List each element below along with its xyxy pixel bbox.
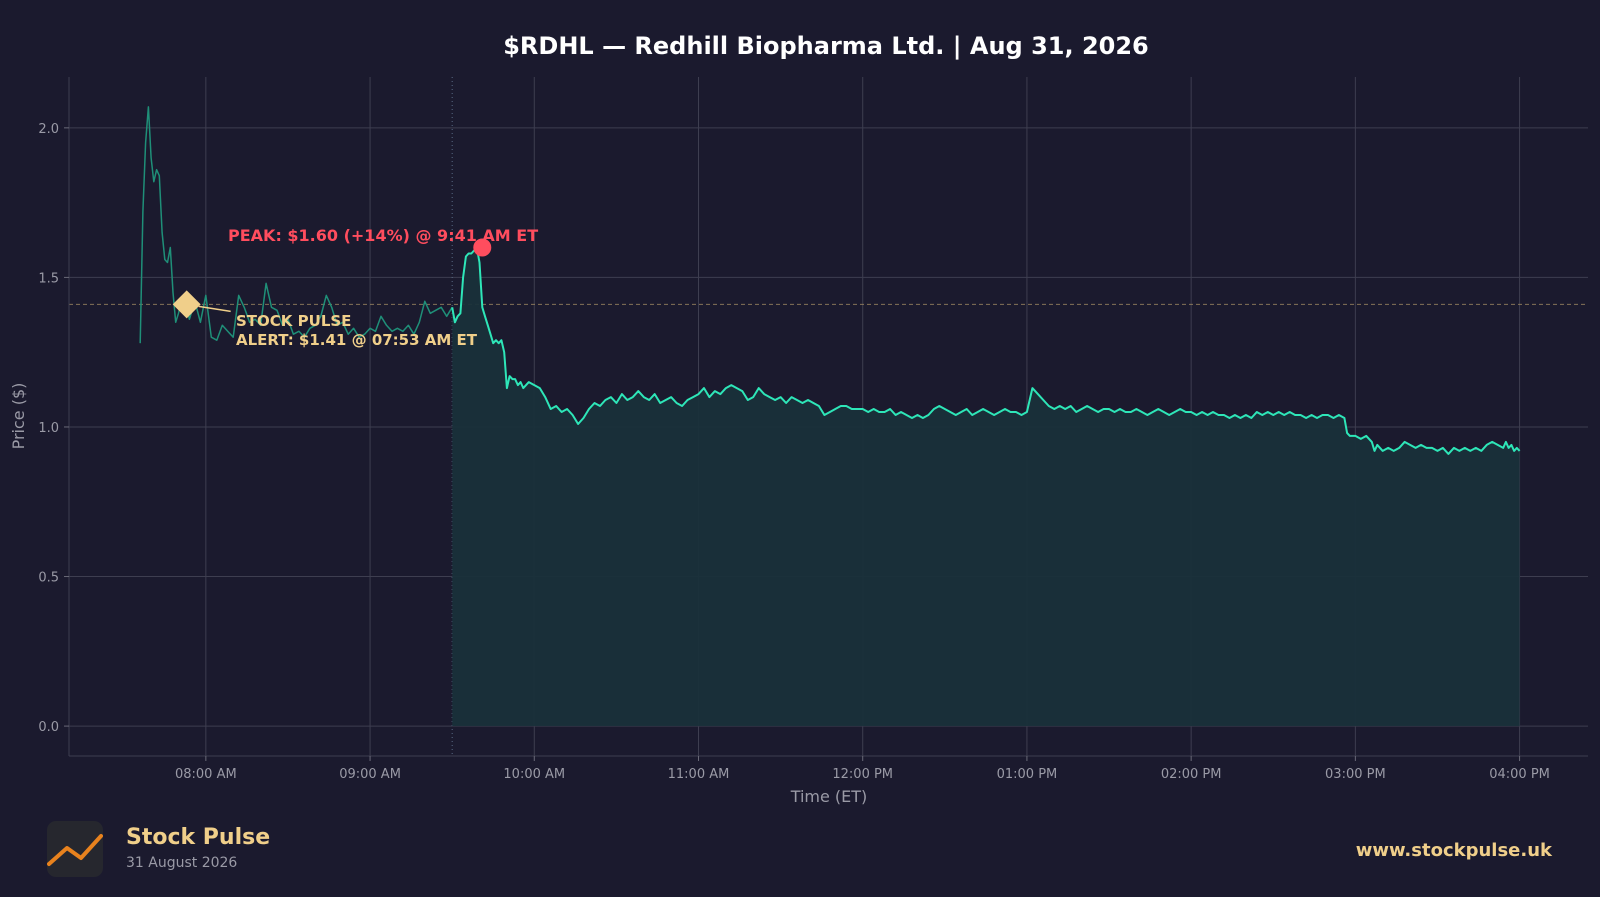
x-tick-label: 01:00 PM <box>997 767 1058 782</box>
session-price-line <box>451 246 1521 455</box>
y-tick-label: 1.5 <box>38 271 59 286</box>
axes-layer <box>68 77 1588 757</box>
premarket-price-line <box>139 106 453 344</box>
trend-chart-icon <box>47 834 103 866</box>
alert-label-line1: STOCK PULSE <box>236 312 351 330</box>
alert-diamond-marker <box>172 290 201 319</box>
peak-label: PEAK: $1.60 (+14%) @ 9:41 AM ET <box>228 226 538 245</box>
brand-logo <box>47 821 103 877</box>
y-axis-label: Price ($) <box>9 383 28 450</box>
x-tick-label: 03:00 PM <box>1325 767 1386 782</box>
x-axis-label: Time (ET) <box>790 787 868 806</box>
annotation-layer <box>172 238 492 319</box>
x-tick-label: 04:00 PM <box>1489 767 1550 782</box>
y-tick-label: 0.0 <box>38 720 59 735</box>
x-tick-label: 11:00 AM <box>668 767 730 782</box>
brand-name: Stock Pulse <box>126 825 271 850</box>
series-layer <box>139 106 1521 727</box>
session-area-fill <box>452 247 1520 727</box>
y-tick-label: 2.0 <box>38 122 59 137</box>
x-tick-label: 02:00 PM <box>1161 767 1222 782</box>
y-tick-label: 0.5 <box>38 571 59 586</box>
peak-marker <box>473 238 492 257</box>
x-tick-label: 12:00 PM <box>832 767 893 782</box>
tick-label-layer: 08:00 AM 09:00 AM 10:00 AM 11:00 AM 12:00 PM… <box>38 122 1550 782</box>
alert-label-line2: ALERT: $1.41 @ 07:53 AM ET <box>236 331 478 349</box>
alert-connector <box>198 305 231 313</box>
chart-title: $RDHL — Redhill Biopharma Ltd. | Aug 31,… <box>503 32 1149 60</box>
x-tick-label: 09:00 AM <box>339 767 401 782</box>
x-tick-label: 08:00 AM <box>175 767 237 782</box>
website-link[interactable]: www.stockpulse.uk <box>1355 840 1552 861</box>
brand-date: 31 August 2026 <box>126 855 238 871</box>
y-tick-label: 1.0 <box>38 421 59 436</box>
x-tick-label: 10:00 AM <box>503 767 565 782</box>
